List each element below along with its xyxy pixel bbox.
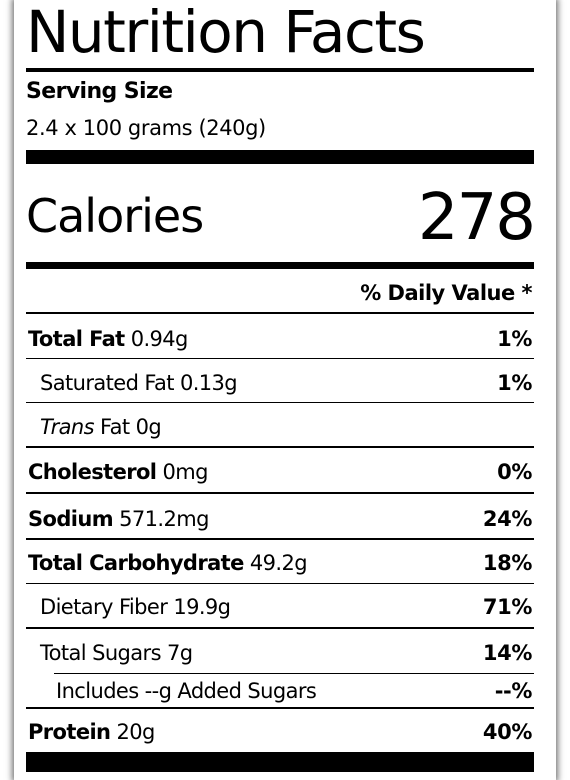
divider: [26, 538, 534, 540]
nutrient-name: Cholesterol 0mg: [28, 460, 208, 484]
divider: [26, 583, 534, 584]
medium-divider: [26, 262, 534, 269]
nutrient-name: Total Carbohydrate 49.2g: [28, 551, 308, 575]
divider: [26, 358, 534, 359]
divider: [26, 627, 534, 629]
calories-label: Calories: [26, 189, 204, 243]
calories-value: 278: [417, 181, 536, 255]
nutrient-row-total-sugars: Total Sugars 7g 14%: [26, 638, 534, 668]
divider: [26, 68, 534, 72]
nutrient-daily-value: 18%: [482, 551, 532, 575]
divider: [26, 707, 534, 709]
thick-divider: [26, 752, 534, 772]
nutrient-row-total-fat: Total Fat 0.94g 1%: [26, 324, 534, 354]
nutrient-name: Dietary Fiber 19.9g: [40, 595, 231, 619]
nutrient-daily-value: 1%: [497, 327, 532, 351]
divider: [26, 312, 534, 314]
nutrient-name: Saturated Fat 0.13g: [40, 371, 238, 395]
nutrient-daily-value: 40%: [482, 720, 532, 744]
divider: [26, 492, 534, 494]
nutrient-name: Total Sugars 7g: [40, 641, 193, 665]
nutrient-name: Total Fat 0.94g: [28, 327, 188, 351]
nutrient-daily-value: 71%: [482, 595, 532, 619]
nutrient-row-total-carbohydrate: Total Carbohydrate 49.2g 18%: [26, 548, 534, 578]
divider: [26, 402, 534, 403]
nutrition-facts-label: Nutrition Facts Serving Size 2.4 x 100 g…: [14, 0, 556, 780]
nutrient-row-saturated-fat: Saturated Fat 0.13g 1%: [26, 368, 534, 398]
nutrient-row-cholesterol: Cholesterol 0mg 0%: [26, 457, 534, 487]
nutrient-daily-value: 14%: [482, 641, 532, 665]
nutrient-row-protein: Protein 20g 40%: [26, 717, 534, 747]
nutrient-daily-value: --%: [494, 679, 533, 703]
nutrient-daily-value: 0%: [497, 460, 532, 484]
nutrient-row-added-sugars: Includes --g Added Sugars --%: [26, 676, 534, 706]
nutrient-row-trans-fat: Trans Fat 0g: [26, 412, 534, 442]
label-title: Nutrition Facts: [26, 0, 426, 66]
thick-divider: [26, 150, 534, 164]
nutrient-name: Includes --g Added Sugars: [56, 679, 317, 703]
daily-value-header: % Daily Value *: [360, 281, 532, 305]
divider: [54, 673, 534, 674]
nutrient-name: Protein 20g: [28, 720, 155, 744]
serving-size-value: 2.4 x 100 grams (240g): [26, 116, 266, 140]
nutrient-row-dietary-fiber: Dietary Fiber 19.9g 71%: [26, 592, 534, 622]
nutrient-name: Sodium 571.2mg: [28, 507, 209, 531]
divider: [26, 446, 534, 448]
nutrient-daily-value: 24%: [482, 507, 532, 531]
nutrient-row-sodium: Sodium 571.2mg 24%: [26, 504, 534, 534]
serving-size-label: Serving Size: [26, 79, 173, 104]
nutrient-name: Trans Fat 0g: [40, 415, 162, 439]
nutrient-daily-value: 1%: [497, 371, 532, 395]
